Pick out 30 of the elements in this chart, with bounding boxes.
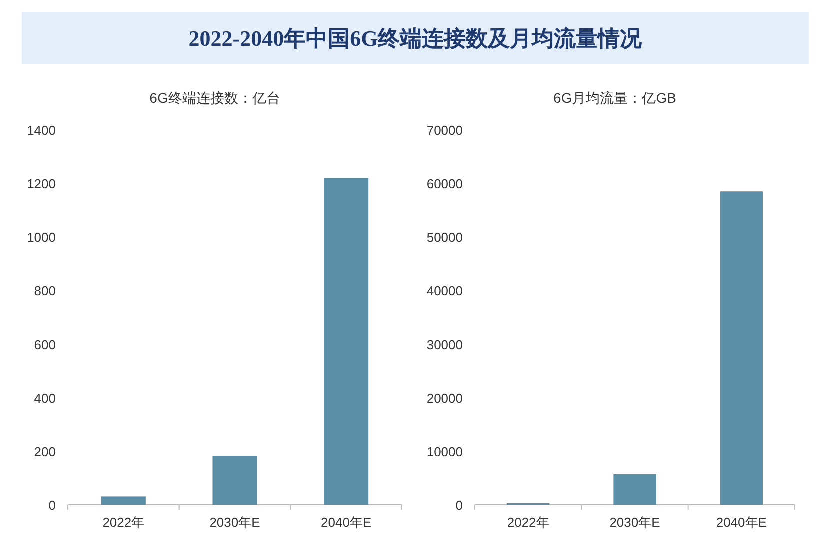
x-tick-label: 2040年E [321,515,372,530]
y-tick-label: 400 [34,390,56,406]
x-tick-label: 2030年E [210,515,261,530]
y-tick-label: 50000 [426,230,463,246]
y-tick-label: 600 [34,337,56,352]
bar [101,496,146,505]
x-tick-label: 2022年 [102,515,145,530]
chart-title: 2022-2040年中国6G终端连接数及月均流量情况 [188,26,644,51]
y-tick-label: 1000 [27,230,56,246]
y-tick-label: 10000 [426,444,463,460]
y-tick-label: 1400 [27,123,56,138]
y-axis-title: 6G终端连接数：亿台 [150,90,280,106]
bar [212,456,258,505]
y-tick-label: 200 [34,444,56,460]
x-tick-label: 2040年E [716,515,768,530]
bar [324,178,369,505]
bar [720,192,763,505]
y-tick-label: 60000 [426,176,463,192]
y-tick-label: 0 [48,498,56,513]
y-tick-label: 40000 [426,284,463,299]
bar [614,474,656,505]
y-tick-label: 20000 [426,390,463,406]
y-axis-title: 6G月均流量：亿GB [554,90,676,106]
x-tick-label: 2030年E [610,515,661,530]
x-tick-label: 2022年 [507,515,550,530]
y-tick-label: 30000 [426,337,463,352]
y-tick-label: 1200 [27,176,56,192]
y-tick-label: 70000 [426,123,463,138]
y-tick-label: 800 [34,284,56,299]
y-tick-label: 0 [456,498,463,513]
